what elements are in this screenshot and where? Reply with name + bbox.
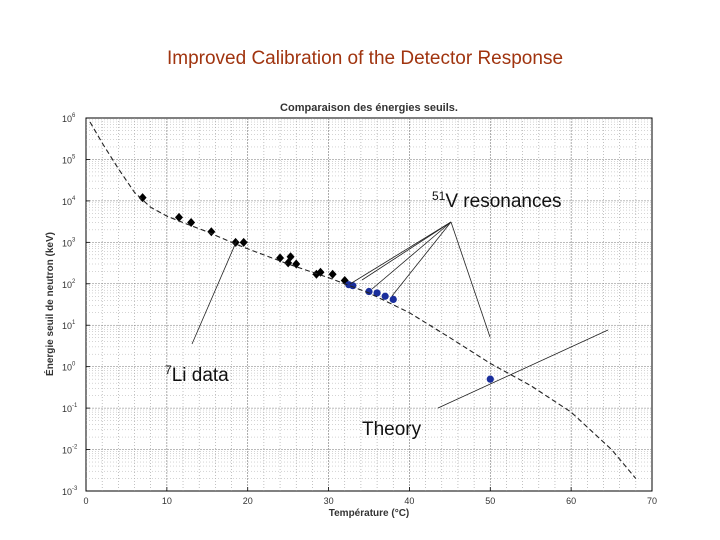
li7-data-point	[328, 269, 337, 279]
y-tick-label: 102	[62, 279, 76, 290]
li7-data-point	[174, 212, 183, 222]
x-tick-label: 0	[83, 496, 88, 506]
chart-title: Comparaison des énergies seuils.	[280, 102, 458, 114]
li7-data-point	[286, 252, 295, 262]
v51-data-point	[486, 375, 494, 383]
v51-leader	[361, 221, 452, 281]
y-tick-label: 105	[62, 154, 76, 165]
x-tick-label: 60	[566, 496, 576, 506]
x-axis-label: Température (°C)	[329, 508, 410, 519]
y-tick-label: 104	[62, 196, 76, 207]
theory-curve	[89, 121, 637, 479]
theory-annotation: Theory	[362, 419, 422, 440]
y-tick-label: 10-1	[62, 403, 78, 414]
slide-title: Improved Calibration of the Detector Res…	[166, 48, 564, 69]
theory-leader	[437, 329, 609, 409]
y-tick-label: 10-2	[62, 445, 78, 456]
x-tick-label: 10	[162, 496, 172, 506]
y-tick-label: 101	[62, 320, 76, 331]
plot-area	[85, 117, 653, 492]
v51-data-point	[389, 295, 397, 303]
x-tick-label: 20	[243, 496, 253, 506]
y-axis-label: Énergie seuil de neutron (keV)	[43, 232, 56, 376]
li7-data-point	[316, 267, 325, 277]
v51-leader	[371, 221, 452, 290]
v51-data-point	[349, 282, 357, 290]
annotation-leaders	[191, 221, 609, 409]
grid-layer	[86, 118, 652, 491]
x-tick-label: 40	[404, 496, 414, 506]
li7-annotation: 7Li data	[165, 363, 229, 386]
v51-leader	[450, 221, 491, 338]
series-layer	[89, 121, 637, 479]
li7-data-point	[207, 227, 216, 237]
li7-leader	[191, 239, 238, 345]
v51-leader	[391, 221, 452, 297]
v51-data-point	[365, 287, 373, 296]
y-tick-label: 100	[62, 362, 76, 373]
v51-data-point	[373, 289, 381, 297]
v51-data-point	[381, 292, 389, 300]
li7-data-point	[138, 193, 147, 203]
v51-annotation: 51V resonances	[432, 189, 562, 212]
x-tick-label: 70	[647, 496, 657, 506]
tick-layer: 0 10 20 30 40 50 60 70 106 105 104 103 102 101 100 10-1…	[62, 113, 657, 506]
li7-data-point	[239, 237, 248, 247]
x-tick-label: 30	[324, 496, 334, 506]
x-tick-label: 50	[485, 496, 495, 506]
y-tick-label: 10-3	[62, 486, 78, 497]
y-tick-label: 103	[62, 237, 76, 248]
v51-leader	[349, 221, 452, 285]
y-tick-label: 106	[62, 113, 76, 124]
